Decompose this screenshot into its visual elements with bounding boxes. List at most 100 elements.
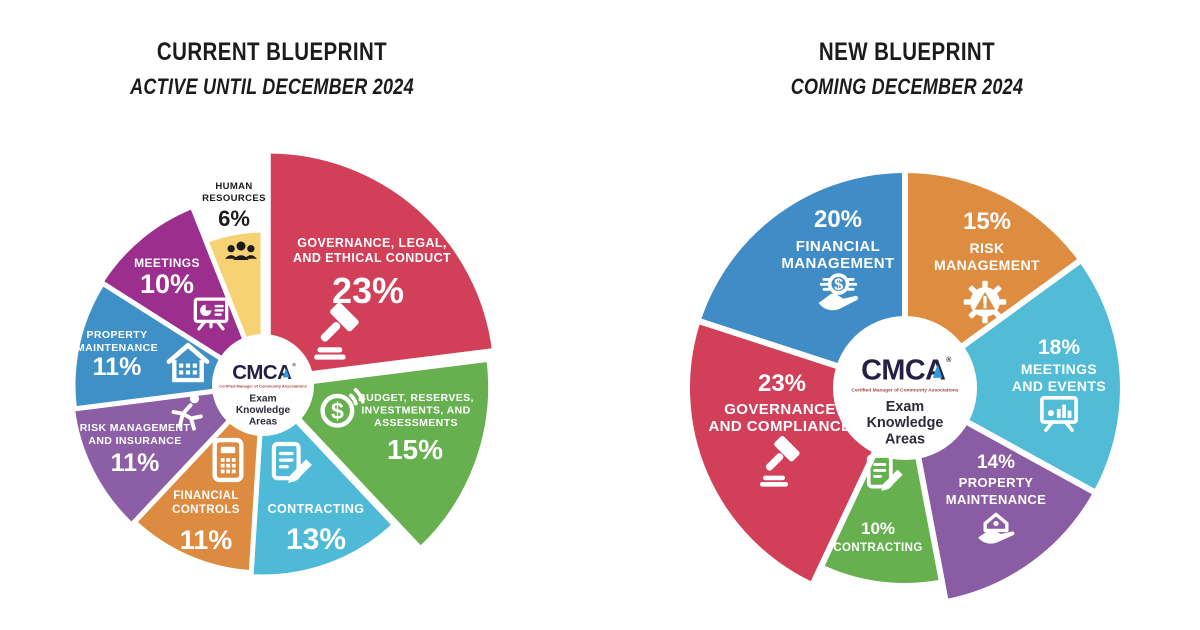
slice-percent: 18% [1038, 336, 1080, 359]
center-label-line: Exam [249, 393, 276, 404]
gavel-icon [314, 302, 359, 360]
cmca-logo-triangle [282, 368, 290, 378]
current-blueprint-panel: CURRENT BLUEPRINT ACTIVE UNTIL DECEMBER … [0, 38, 544, 580]
new-blueprint-title: NEW BLUEPRINT [818, 38, 996, 66]
center-white-circle [212, 334, 314, 436]
slice-percent: 14% [977, 452, 1015, 473]
coin-dollar-icon: $ [320, 388, 365, 428]
slice-label: GOVERNANCE [724, 401, 836, 418]
pie-slice-governance-legal-and-ethical-conduct [265, 148, 497, 382]
slice-percent: 11% [93, 353, 142, 381]
slice-percent: 10% [861, 519, 895, 538]
slice-label: MANAGEMENT [781, 255, 894, 272]
slice-percent: 6% [218, 206, 250, 231]
slice-label: GOVERNANCE, LEGAL, [297, 236, 447, 250]
slice-label: ASSESSMENTS [374, 417, 458, 429]
current-blueprint-pie-chart: GOVERNANCE, LEGAL,AND ETHICAL CONDUCT 23%… [70, 148, 497, 580]
svg-text:$: $ [331, 398, 344, 424]
slice-label: MAINTENANCE [946, 492, 1046, 507]
slice-wedge [265, 148, 497, 382]
slice-label: AND COMPLIANCE [708, 418, 851, 435]
slice-label: MEETINGS [134, 256, 200, 270]
slice-label: HUMAN [215, 181, 252, 192]
slice-label: RESOURCES [202, 193, 266, 204]
new-blueprint-subtitle: COMING DECEMBER 2024 [790, 74, 1024, 99]
slip-person-icon [171, 394, 203, 431]
slice-annotation-financial-controls: FINANCIAL CONTROLS 11% [172, 437, 244, 555]
pie-slice-meetings [98, 203, 266, 388]
slice-label: RISK MANAGEMENT [80, 422, 191, 434]
calculator-icon [212, 437, 244, 483]
slice-label: CONTRACTING [833, 542, 922, 554]
slice-percent: 23% [758, 370, 806, 397]
cmca-logo-triangle [932, 364, 943, 378]
slice-label: PROPERTY [87, 329, 148, 341]
pie-slice-meetings-and-events [902, 256, 1126, 497]
slice-label: CONTROLS [172, 504, 240, 516]
center-white-circle [833, 316, 977, 460]
slice-percent: 10% [140, 269, 194, 299]
slice-label: AND ETHICAL CONDUCT [293, 251, 451, 265]
presentation-pie-icon [193, 297, 229, 331]
slice-label: RISK [969, 240, 1004, 256]
slice-annotation-contracting: CONTRACTING 13% [268, 441, 365, 556]
slice-label: BUDGET, RESERVES, [358, 392, 474, 404]
center-label-line: Areas [885, 431, 925, 447]
pie-slice-contracting [248, 382, 397, 580]
contract-pen-icon [866, 454, 903, 491]
current-blueprint-subtitle: ACTIVE UNTIL DECEMBER 2024 [130, 74, 414, 99]
chart-board-icon [1040, 395, 1078, 432]
slice-label: CONTRACTING [268, 502, 365, 516]
people-icon [225, 241, 257, 260]
current-blueprint-title: CURRENT BLUEPRINT [156, 38, 388, 66]
center-label-line: Areas [249, 416, 278, 427]
slice-label: FINANCIAL [796, 238, 880, 255]
gavel-icon [760, 435, 800, 487]
slice-annotation-contracting: CONTRACTING 10% [833, 454, 922, 554]
slice-percent: 11% [180, 525, 233, 555]
pie-slice-risk-management-and-insurance [70, 382, 266, 528]
cmca-brand-text: CMCA [861, 354, 946, 386]
money-hand-icon: $ [818, 273, 859, 311]
slice-label: INVESTMENTS, AND [361, 405, 470, 417]
slice-percent: 15% [387, 434, 443, 465]
slice-wedge [98, 203, 266, 388]
center-label-line: Knowledge [867, 415, 944, 431]
slice-wedge [70, 382, 266, 528]
slice-percent: 13% [286, 523, 346, 556]
slice-label: MANAGEMENT [934, 257, 1040, 273]
slice-percent: 20% [814, 206, 862, 233]
slice-annotation-property-maintenance: PROPERTY MAINTENANCE 14% [946, 452, 1046, 544]
slice-label: PROPERTY [959, 475, 1034, 490]
cmca-center-logo: CMCA ® Certified Manager of Community Asso… [212, 334, 314, 436]
current-blueprint-header: CURRENT BLUEPRINT ACTIVE UNTIL DECEMBER … [0, 38, 544, 100]
contract-pen-icon [271, 441, 312, 483]
cmca-center-logo: CMCA ® Certified Manager of Community Asso… [833, 316, 977, 460]
house-hand-icon [978, 512, 1015, 544]
cmca-brand-text: CMCA [232, 362, 292, 384]
slice-label: AND INSURANCE [88, 435, 181, 447]
slice-wedge [248, 382, 397, 580]
slice-wedge [902, 256, 1126, 497]
new-blueprint-panel: NEW BLUEPRINT COMING DECEMBER 2024 RISK M… [600, 0, 1200, 630]
slice-percent: 15% [963, 208, 1011, 235]
slice-percent: 23% [332, 270, 404, 311]
slice-label: FINANCIAL [173, 490, 239, 502]
slice-label: MAINTENANCE [76, 342, 158, 354]
pie-slice-financial-controls [131, 382, 266, 576]
center-label-line: Knowledge [236, 405, 291, 416]
slice-percent: 11% [111, 449, 160, 477]
center-label-line: Exam [886, 399, 924, 415]
registered-mark: ® [292, 362, 296, 369]
slice-label: MEETINGS [1021, 361, 1097, 377]
